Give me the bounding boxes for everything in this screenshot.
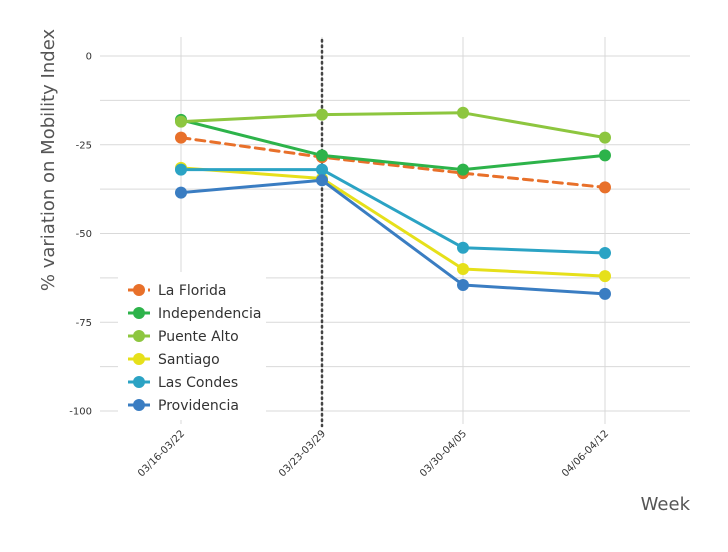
x-tick-label: 04/06-04/12 xyxy=(560,428,611,479)
series-points xyxy=(175,106,611,300)
series-line xyxy=(179,118,607,172)
data-point xyxy=(175,115,187,128)
legend: La Florida Independencia Puente Alto Santia… xyxy=(118,272,266,420)
series-line xyxy=(179,178,607,296)
series-lines xyxy=(179,111,607,296)
data-point xyxy=(599,131,611,144)
x-tick-label: 03/16-03/22 xyxy=(136,428,187,479)
data-point xyxy=(175,163,187,176)
legend-swatch-dot xyxy=(133,376,145,388)
data-point xyxy=(457,278,469,291)
data-point xyxy=(599,247,611,260)
legend-label: Independencia xyxy=(158,306,261,322)
legend-label: Providencia xyxy=(158,398,239,414)
y-axis-title: % variation on Mobility Index xyxy=(38,29,59,292)
legend-label: Las Condes xyxy=(158,375,238,391)
y-axis-ticks: 0 -25 -50 -75 -100 xyxy=(69,52,92,418)
series-line xyxy=(179,166,607,278)
data-point xyxy=(457,106,469,119)
data-point xyxy=(599,181,611,194)
data-point xyxy=(175,131,187,144)
data-point xyxy=(316,108,328,121)
series-line xyxy=(179,168,607,255)
y-tick-label: -75 xyxy=(76,318,92,329)
legend-swatch-dot xyxy=(133,284,145,296)
x-tick-label: 03/30-04/05 xyxy=(418,428,469,479)
data-point xyxy=(457,263,469,275)
x-tick-label: 03/23-03/29 xyxy=(277,428,328,479)
data-point xyxy=(457,241,469,254)
y-tick-label: 0 xyxy=(86,52,92,63)
x-axis-ticks: 03/16-03/22 03/23-03/29 03/30-04/05 04/06-0… xyxy=(136,428,611,479)
data-point xyxy=(599,149,611,162)
x-axis-title: Week xyxy=(641,494,691,515)
legend-box xyxy=(118,272,266,420)
data-point xyxy=(599,270,611,283)
series-line xyxy=(179,136,607,189)
legend-swatch-dot xyxy=(133,399,145,411)
y-tick-label: -25 xyxy=(76,140,92,151)
y-tick-label: -100 xyxy=(69,407,92,418)
data-point xyxy=(316,149,328,162)
series-line xyxy=(179,111,607,140)
data-point xyxy=(316,174,328,187)
legend-swatch-dot xyxy=(133,353,145,365)
legend-label: Santiago xyxy=(158,352,220,368)
legend-label: Puente Alto xyxy=(158,329,239,345)
data-point xyxy=(175,186,187,199)
legend-label: La Florida xyxy=(158,283,226,299)
legend-swatch-dot xyxy=(133,330,145,342)
data-point xyxy=(599,287,611,300)
legend-swatch-dot xyxy=(133,307,145,319)
y-tick-label: -50 xyxy=(76,229,92,240)
data-point xyxy=(457,163,469,176)
data-point xyxy=(316,163,328,176)
